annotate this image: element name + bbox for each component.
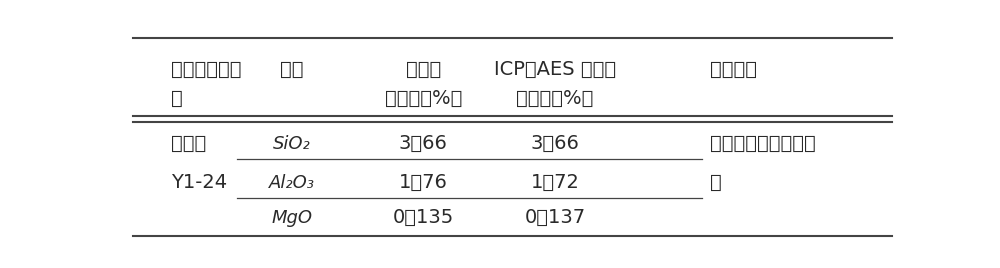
Text: Al₂O₃: Al₂O₃ — [269, 174, 315, 192]
Text: 3．66: 3．66 — [399, 134, 448, 153]
Text: ICP－AES 光谱法: ICP－AES 光谱法 — [494, 60, 616, 79]
Text: 样品名称及编: 样品名称及编 — [172, 60, 242, 79]
Text: 号: 号 — [172, 89, 183, 108]
Text: 元素: 元素 — [280, 60, 303, 79]
Text: MgO: MgO — [271, 209, 312, 227]
Text: SiO₂: SiO₂ — [273, 135, 310, 152]
Text: 0．135: 0．135 — [393, 209, 454, 227]
Text: 两种方法测定结果相: 两种方法测定结果相 — [710, 134, 816, 153]
Text: 1．76: 1．76 — [399, 173, 448, 192]
Text: 测定值（%）: 测定值（%） — [516, 89, 594, 108]
Text: 电石渣: 电石渣 — [172, 134, 207, 153]
Text: 0．137: 0．137 — [525, 209, 586, 227]
Text: 实验结论: 实验结论 — [710, 60, 757, 79]
Text: 本方法: 本方法 — [406, 60, 441, 79]
Text: 近: 近 — [710, 173, 722, 192]
Text: 测定值（%）: 测定值（%） — [385, 89, 462, 108]
Text: 3．66: 3．66 — [531, 134, 580, 153]
Text: 1．72: 1．72 — [531, 173, 580, 192]
Text: Y1-24: Y1-24 — [172, 173, 228, 192]
